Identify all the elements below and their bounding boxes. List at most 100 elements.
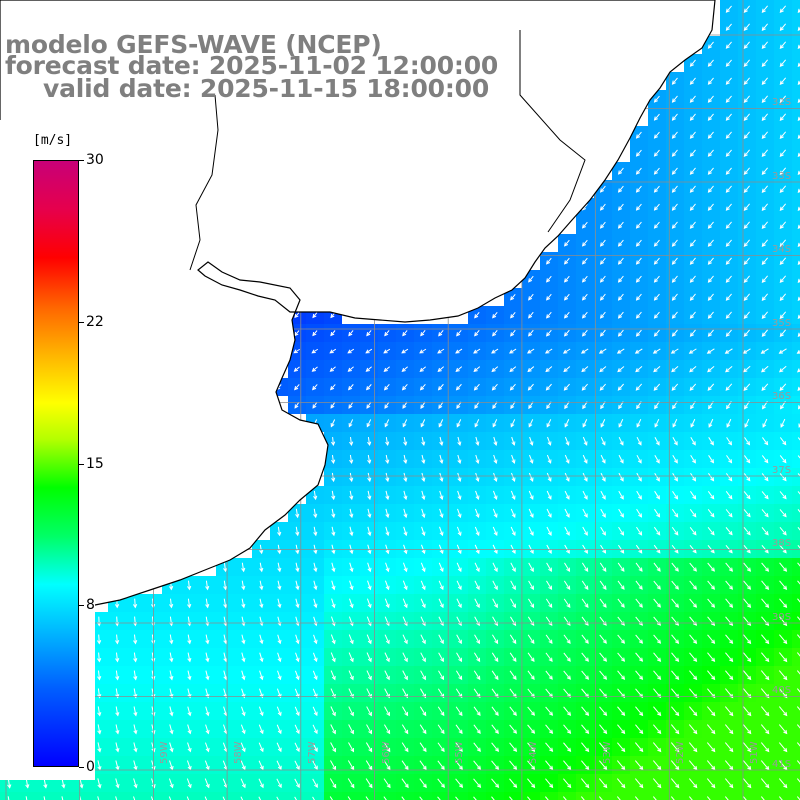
- wind-arrow: [545, 778, 553, 788]
- wind-arrow: [600, 275, 606, 283]
- wind-arrow-head: [688, 349, 694, 354]
- wind-arrow: [796, 688, 800, 693]
- wind-arrow-head: [97, 784, 102, 789]
- wind-arrow-head: [419, 386, 425, 391]
- wind-arrow: [690, 167, 696, 175]
- wind-arrow: [726, 329, 732, 337]
- wind-arrow-head: [706, 349, 712, 354]
- wind-arrow-head: [601, 513, 606, 518]
- wind-arrow: [796, 706, 800, 711]
- wind-arrow: [797, 189, 800, 193]
- wind-arrow: [653, 562, 661, 572]
- wind-arrow: [312, 670, 318, 680]
- wind-arrow-head: [422, 729, 427, 735]
- wind-arrow: [690, 490, 696, 500]
- wind-arrow-head: [671, 368, 676, 373]
- wind-arrow: [473, 760, 481, 770]
- wind-arrow: [116, 634, 118, 644]
- wind-arrow: [761, 455, 769, 463]
- wind-arrow-head: [404, 711, 409, 717]
- wind-arrow-head: [349, 477, 354, 483]
- wind-arrow: [706, 760, 716, 770]
- wind-cell: [792, 180, 800, 198]
- wind-arrow: [527, 760, 535, 770]
- wind-arrow: [582, 293, 588, 301]
- wind-arrow-head: [403, 531, 408, 537]
- wind-arrow-head: [639, 783, 644, 789]
- wind-arrow-head: [564, 314, 569, 319]
- wind-arrow-head: [566, 639, 571, 644]
- wind-arrow: [205, 634, 209, 644]
- wind-arrow-head: [743, 62, 748, 67]
- wind-arrow-head: [565, 477, 570, 482]
- wind-arrow: [778, 742, 788, 752]
- wind-arrow-head: [635, 242, 640, 247]
- wind-arrow: [330, 670, 336, 680]
- wind-arrow-head: [277, 585, 282, 591]
- wind-arrow: [545, 724, 553, 734]
- wind-arrow-head: [635, 152, 640, 157]
- wind-arrow: [133, 688, 137, 698]
- wind-arrow: [726, 113, 732, 121]
- wind-arrow-head: [707, 134, 712, 139]
- wind-arrow-head: [187, 657, 192, 663]
- wind-arrow: [546, 562, 552, 572]
- wind-arrow-head: [440, 657, 444, 663]
- wind-arrow-head: [639, 765, 644, 771]
- wind-arrow-head: [780, 423, 785, 428]
- wind-arrow: [439, 454, 443, 464]
- wind-arrow: [707, 670, 715, 680]
- wind-arrow-head: [205, 603, 210, 609]
- latitude-label: 33S: [772, 170, 792, 182]
- wind-arrow-head: [620, 657, 626, 662]
- wind-arrow: [384, 580, 390, 590]
- wind-arrow: [439, 526, 443, 536]
- wind-arrow-head: [367, 603, 372, 609]
- wind-arrow-head: [567, 747, 572, 753]
- wind-arrow: [653, 634, 661, 644]
- wind-arrow: [474, 419, 480, 427]
- wind-arrow-head: [710, 459, 715, 464]
- wind-arrow: [187, 598, 191, 608]
- wind-arrow: [365, 742, 373, 752]
- wind-arrow-head: [97, 712, 102, 717]
- wind-arrow-head: [259, 549, 264, 555]
- wind-arrow-head: [151, 711, 156, 717]
- wind-arrow: [761, 544, 769, 554]
- wind-arrow-head: [133, 675, 138, 681]
- wind-arrow-head: [205, 765, 210, 771]
- wind-arrow: [546, 275, 552, 283]
- wind-arrow: [384, 634, 390, 644]
- wind-arrow-head: [331, 441, 336, 446]
- wind-arrow: [742, 688, 752, 698]
- wind-arrow-head: [746, 477, 751, 482]
- wind-arrow-head: [707, 188, 712, 193]
- wind-arrow: [761, 634, 769, 644]
- wind-arrow-head: [603, 783, 608, 789]
- wind-arrow-head: [761, 8, 766, 13]
- wind-arrow-head: [401, 367, 406, 372]
- wind-arrow-head: [580, 349, 586, 354]
- wind-arrow-head: [115, 730, 120, 735]
- wind-arrow: [294, 366, 300, 372]
- wind-arrow: [276, 724, 282, 734]
- wind-arrow-head: [797, 62, 800, 68]
- wind-arrow: [725, 545, 733, 553]
- wind-arrow-head: [349, 441, 354, 446]
- wind-arrow: [761, 5, 769, 13]
- wind-arrow-head: [638, 657, 644, 662]
- wind-arrow: [708, 275, 714, 283]
- wind-arrow: [688, 796, 693, 800]
- wind-arrow-head: [725, 134, 730, 139]
- wind-arrow: [438, 419, 444, 427]
- wind-arrow: [707, 616, 715, 626]
- wind-arrow-head: [330, 313, 335, 319]
- wind-arrow: [581, 742, 589, 752]
- wind-arrow-head: [584, 639, 589, 644]
- wind-arrow: [330, 760, 336, 770]
- wind-arrow: [725, 365, 733, 373]
- wind-arrow-head: [97, 748, 102, 753]
- wind-arrow-head: [564, 404, 569, 410]
- wind-arrow-head: [385, 567, 390, 573]
- wind-arrow: [599, 634, 607, 644]
